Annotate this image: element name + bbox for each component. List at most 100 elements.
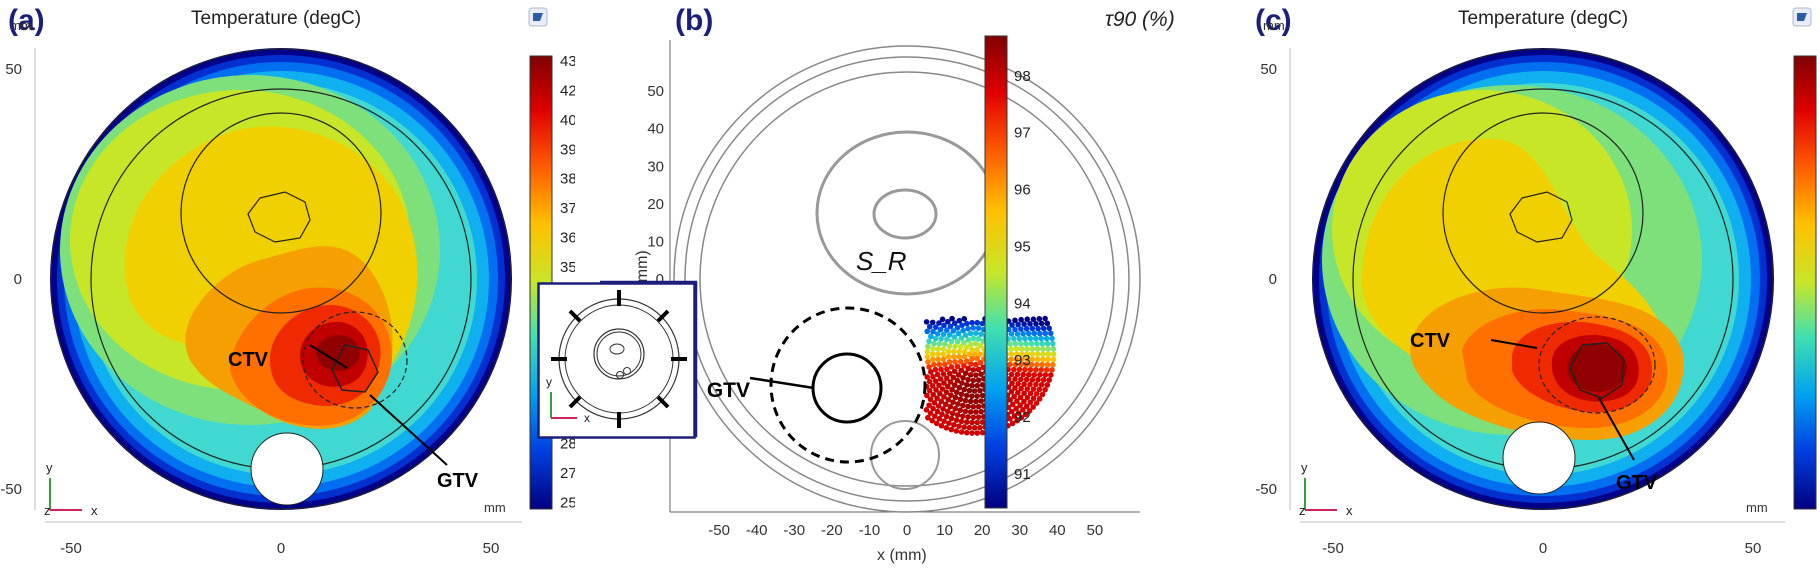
scatter-point-28 — [957, 343, 964, 350]
scatter-point-110 — [946, 331, 953, 338]
scatter-point-458 — [925, 414, 931, 421]
scatter-point-382 — [934, 408, 941, 415]
scatter-point-48 — [958, 335, 965, 341]
scatter-point-310 — [934, 395, 940, 402]
scatter-point-175 — [1013, 346, 1020, 352]
organ-circle-b — [815, 130, 999, 296]
scatter-point-368 — [1031, 372, 1038, 378]
y-tick-b-0: 50 — [647, 83, 664, 100]
scatter-point-234 — [926, 364, 932, 370]
ticks-a: -50 0 50 50 0 -50 — [0, 61, 499, 557]
scatter-point-228 — [927, 333, 934, 340]
scatter-point-79 — [945, 348, 952, 355]
scatter-point-311 — [938, 398, 945, 405]
scatter-point-489 — [1050, 361, 1056, 368]
scatter-point-216 — [1019, 351, 1025, 357]
scatter-point-30 — [956, 353, 962, 360]
scatter-point-159 — [951, 382, 958, 388]
scatter-point-281 — [965, 403, 971, 410]
scatter-point-412 — [1044, 340, 1051, 347]
ctv-label-a: CTV — [228, 349, 269, 371]
scatter-point-25 — [970, 335, 977, 342]
triad-y-letter-c: y — [1301, 460, 1308, 475]
temperature-heatmap-a: (a) Temperature (degC) mm mm mm — [0, 4, 597, 557]
scatter-point-440 — [1027, 399, 1034, 406]
scatter-point-460 — [933, 420, 940, 427]
scatter-point-295 — [1022, 366, 1028, 373]
x-axis-label-b: x (mm) — [877, 547, 927, 564]
scatter-point-5 — [969, 355, 975, 362]
scatter-point-151 — [935, 346, 941, 352]
x-tick-b-0: -50 — [708, 522, 730, 539]
y-tick-c-0: 50 — [1260, 61, 1277, 78]
scatter-point-417 — [1036, 316, 1043, 322]
scatter-point-365 — [1024, 386, 1031, 392]
scatter-point-154 — [936, 361, 943, 368]
scatter-point-26 — [965, 336, 972, 343]
scatter-point-143 — [961, 316, 968, 322]
inset-small-circle-1 — [623, 367, 631, 375]
scatter-point-13 — [961, 348, 968, 355]
scatter-point-192 — [930, 356, 936, 363]
scatter-point-303 — [1023, 325, 1030, 332]
scatter-point-381 — [930, 405, 936, 412]
panel-label-b: (b) — [675, 4, 713, 37]
triad-x-letter-c: x — [1346, 503, 1353, 518]
scatter-point-34 — [970, 367, 977, 373]
scatter-point-275 — [937, 390, 943, 397]
scatter-point-217 — [1018, 346, 1025, 352]
scatter-point-298 — [1029, 351, 1036, 357]
x-tick-b-8: 30 — [1011, 522, 1028, 539]
scatter-point-426 — [961, 424, 967, 430]
scatter-point-372 — [1040, 351, 1046, 357]
y-tick-c-2: -50 — [1255, 481, 1277, 498]
scatter-point-346 — [935, 403, 942, 409]
scatter-point-375 — [1038, 335, 1045, 342]
scatter-point-444 — [1038, 381, 1045, 388]
scatter-point-452 — [1050, 340, 1056, 347]
scatter-point-315 — [957, 407, 964, 414]
scatter-point-46 — [967, 330, 974, 337]
colorbar-tick-b-0: 98 — [1014, 68, 1031, 85]
x-tick-b-3: -20 — [821, 522, 843, 539]
scatter-point-422 — [941, 418, 947, 424]
scatter-point-441 — [1030, 395, 1037, 402]
x-tick-b-5: 0 — [903, 522, 911, 539]
app-icon — [528, 7, 548, 27]
colorbar-c — [1793, 55, 1817, 510]
scatter-point-122 — [964, 381, 970, 388]
scatter-point-184 — [945, 318, 951, 325]
scatter-point-156 — [940, 371, 947, 377]
panel-c-temperature-map: (c) (c) (c) Temperature (degC) mm mm — [1210, 0, 1820, 567]
scatter-point-326 — [1011, 393, 1017, 400]
scatter-point-196 — [937, 376, 944, 382]
colorbar-tick-a-0: 43.25 — [560, 53, 575, 70]
scatter-point-443 — [1036, 386, 1043, 393]
scatter-point-133 — [1008, 351, 1015, 357]
scatter-point-236 — [930, 373, 936, 380]
scatter-point-260 — [1024, 351, 1031, 357]
scatter-point-0 — [971, 351, 978, 357]
scatter-point-319 — [978, 408, 985, 415]
scatter-point-402 — [1027, 390, 1034, 397]
scatter-point-256 — [1014, 371, 1021, 378]
scatter-point-343 — [924, 392, 930, 399]
scatter-point-317 — [967, 409, 974, 415]
scatter-point-3 — [969, 346, 975, 353]
organ-circle-a — [180, 112, 382, 314]
scatter-point-466 — [963, 429, 970, 436]
scatter-point-257 — [1016, 366, 1023, 373]
scatter-point-427 — [966, 424, 973, 431]
panel-c-content: (c) — [1255, 4, 1292, 37]
colorbar-title-c: Temperature (degC) — [1458, 8, 1628, 29]
scatter-point-82 — [948, 364, 955, 370]
triad-z-letter-a: z — [44, 503, 51, 518]
scatter-point-238 — [936, 382, 942, 389]
scatter-point-225 — [936, 320, 942, 326]
x-tick-a-1: 0 — [277, 540, 285, 557]
scatter-point-445 — [1040, 377, 1047, 383]
axis-triad-a: y x z — [44, 460, 98, 518]
scatter-point-367 — [1029, 377, 1036, 383]
scatter-point-456 — [1044, 320, 1051, 327]
cavity-b — [870, 420, 940, 490]
